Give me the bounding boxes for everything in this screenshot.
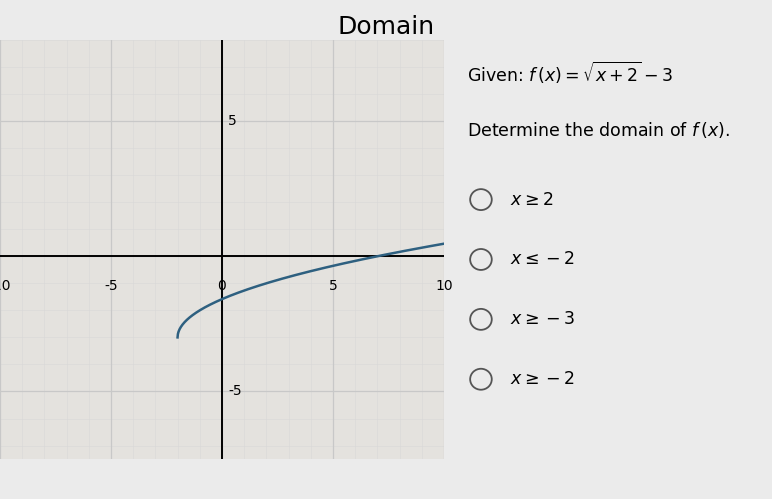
Text: Given: $f\,(x) = \sqrt{x+2} - 3$: Given: $f\,(x) = \sqrt{x+2} - 3$ xyxy=(467,60,673,86)
Text: 0: 0 xyxy=(218,279,226,293)
Text: 5: 5 xyxy=(329,279,337,293)
Text: $x \geq -3$: $x \geq -3$ xyxy=(510,310,575,328)
Text: -5: -5 xyxy=(104,279,118,293)
Text: $x \leq -2$: $x \leq -2$ xyxy=(510,250,575,268)
Text: Domain: Domain xyxy=(337,15,435,39)
Text: $x \geq 2$: $x \geq 2$ xyxy=(510,191,554,209)
Text: 10: 10 xyxy=(435,279,452,293)
Text: -5: -5 xyxy=(229,384,242,399)
Text: Determine the domain of $f\,(x)$.: Determine the domain of $f\,(x)$. xyxy=(467,120,730,140)
Text: 5: 5 xyxy=(229,114,237,128)
Text: -10: -10 xyxy=(0,279,12,293)
Text: $x \geq -2$: $x \geq -2$ xyxy=(510,370,575,388)
